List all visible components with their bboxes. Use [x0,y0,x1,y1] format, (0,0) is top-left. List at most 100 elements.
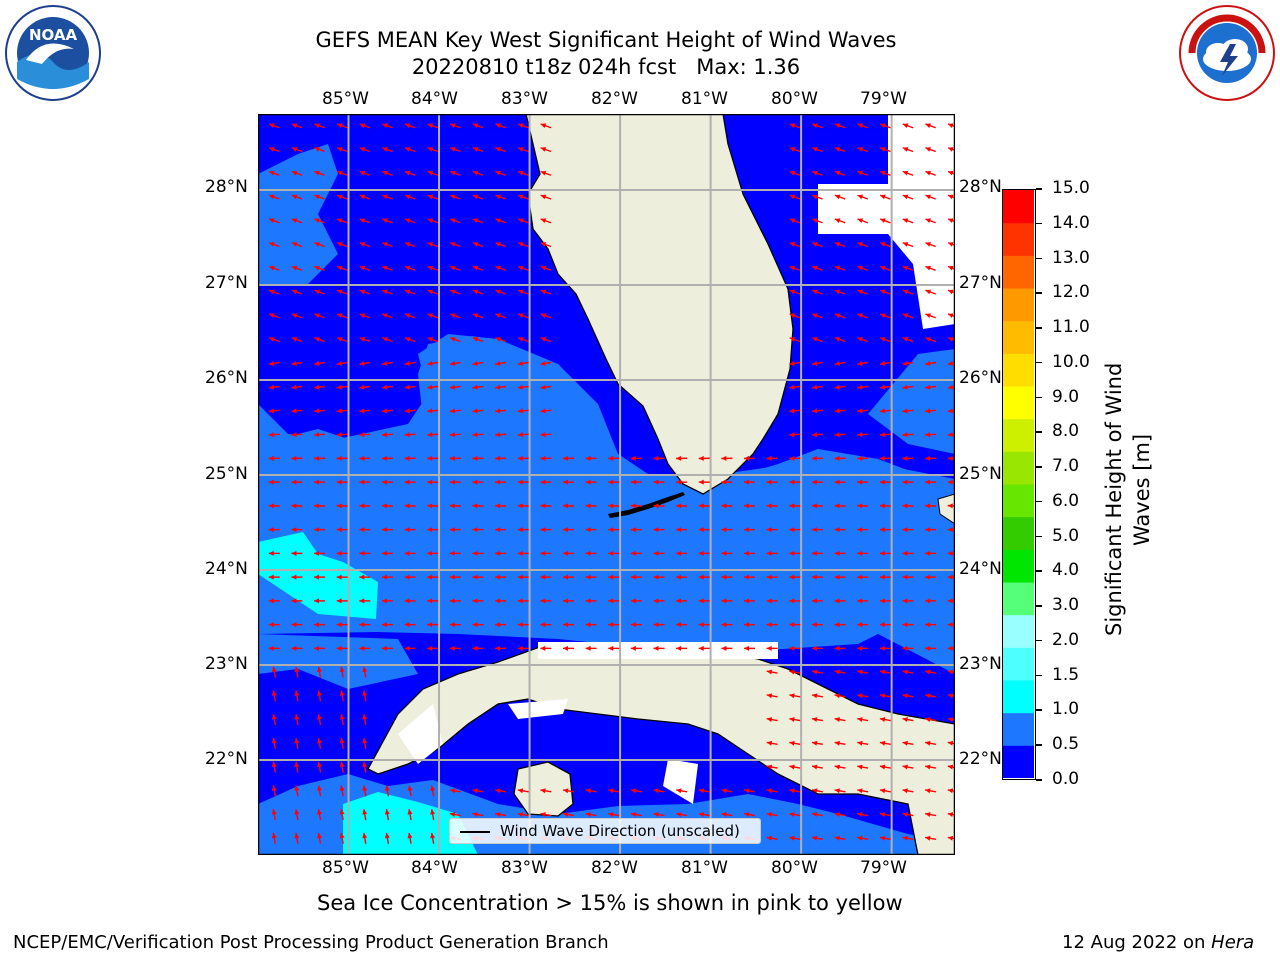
footer-date-text: 12 Aug 2022 on [1062,932,1212,953]
wind-wave-arrow [925,764,937,770]
wind-wave-arrow [857,622,869,628]
wind-wave-arrow [653,622,665,628]
wind-wave-arrow [608,479,620,485]
wind-wave-arrow [336,242,348,248]
wind-wave-arrow [902,170,914,176]
wind-wave-arrow [381,622,393,628]
wind-wave-arrow [744,527,756,533]
wind-wave-arrow [495,550,507,556]
wind-wave-arrow [495,218,506,224]
wind-wave-arrow [608,455,620,461]
wind-wave-arrow [336,265,348,271]
wind-wave-arrow [540,598,552,604]
wind-wave-arrow [427,123,439,129]
wind-wave-arrow [925,384,937,390]
lat-label-right: 22°N [959,749,1002,769]
wind-wave-arrow [925,360,937,366]
wind-wave-arrow [744,550,756,556]
wind-wave-arrow [427,503,439,509]
wind-wave-arrow [834,645,846,651]
chart-title: GEFS MEAN Key West Significant Height of… [315,28,897,52]
wind-wave-arrow [834,194,846,200]
wind-wave-arrow [336,527,348,533]
wind-wave-arrow [766,503,778,509]
wind-wave-arrow [676,455,688,461]
wind-wave-arrow [381,527,393,533]
wind-wave-arrow [811,408,823,414]
colorbar-tick-label: 5.0 [1052,525,1080,546]
wind-wave-arrow [362,666,368,678]
wind-wave-arrow [789,550,801,556]
wind-wave-arrow [902,479,914,485]
colorbar-tick-mark [1036,222,1042,225]
wind-wave-arrow [427,574,439,580]
wind-wave-arrow [359,550,371,556]
wind-wave-arrow [268,194,280,200]
wind-wave-arrow [268,455,280,461]
wind-wave-arrow [879,550,891,556]
wind-wave-arrow [789,598,801,604]
wind-wave-arrow [472,788,484,794]
wind-wave-arrow [495,574,507,580]
wind-wave-arrow [812,242,823,248]
wind-wave-arrow [811,622,823,628]
lon-label-bottom: 84°W [411,858,458,878]
wind-wave-arrow [381,645,393,651]
wind-wave-arrow [294,832,300,844]
wind-wave-arrow [857,265,869,271]
wind-wave-arrow [540,550,552,556]
wind-wave-arrow [336,598,348,604]
colorbar-tick-label: 4.0 [1052,560,1080,581]
wind-wave-arrow [517,812,529,818]
wind-wave-arrow [925,432,937,438]
wind-wave-arrow [879,812,891,818]
wind-wave-arrow [834,835,846,841]
wind-wave-arrow [766,574,778,580]
wind-wave-arrow [271,785,277,797]
wind-wave-arrow [449,479,461,485]
wind-wave-arrow [925,455,937,461]
wind-wave-arrow [268,170,280,176]
wind-wave-arrow [562,503,575,509]
wind-wave-arrow [517,574,529,580]
colorbar-swatch [1003,745,1034,779]
wind-wave-arrow [540,455,552,461]
wind-wave-arrow [879,717,891,723]
wind-wave-arrow [902,503,914,509]
wind-wave-arrow [540,479,552,485]
wind-wave-arrow [382,147,393,153]
wind-wave-arrow [336,550,348,556]
wind-wave-arrow [381,503,393,509]
wind-wave-arrow [789,669,801,675]
wind-wave-arrow [902,194,914,200]
wind-wave-arrow [834,408,846,414]
wind-wave-arrow [271,666,277,678]
wind-wave-arrow [291,242,303,248]
wind-wave-arrow [608,574,620,580]
wind-wave-arrow [857,645,869,651]
wind-wave-arrow [381,598,393,604]
wind-wave-arrow [359,645,371,651]
wind-wave-arrow [495,788,507,794]
wind-wave-arrow [562,788,575,794]
wind-wave-arrow [404,598,416,604]
wind-wave-arrow [585,479,597,485]
wind-wave-arrow [721,788,733,794]
wind-wave-arrow [811,645,823,651]
sea-ice-caption: Sea Ice Concentration > 15% is shown in … [317,891,903,915]
wind-wave-arrow [359,194,371,200]
wind-wave-arrow [766,693,778,699]
wind-wave-arrow [427,527,439,533]
lat-label-left: 23°N [205,654,248,674]
lat-label-right: 27°N [959,273,1002,293]
wind-wave-arrow [291,550,303,556]
wind-wave-arrow [427,242,439,248]
colorbar-swatch [1003,712,1034,746]
wind-wave-arrow [517,123,529,129]
map-legend: Wind Wave Direction (unscaled) [449,818,761,844]
wind-wave-arrow [517,170,529,176]
wind-wave-arrow [744,479,756,485]
noaa-logo-icon: NOAA [4,4,102,102]
wind-wave-arrow [766,550,778,556]
wind-wave-arrow [902,289,914,295]
